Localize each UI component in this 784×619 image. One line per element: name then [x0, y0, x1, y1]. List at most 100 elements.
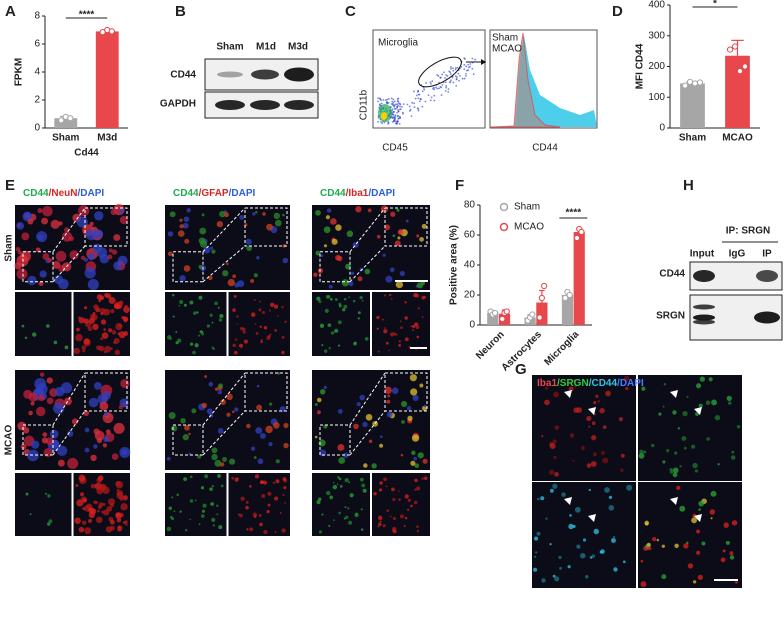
- scatter-dot: [452, 67, 454, 70]
- cell: [275, 479, 280, 484]
- scatter-dot: [394, 103, 397, 106]
- row-label: CD44: [659, 269, 685, 280]
- cell: [411, 434, 420, 442]
- cell: [254, 323, 257, 325]
- cell: [178, 304, 181, 307]
- scatter-dot: [379, 98, 382, 101]
- cell: [417, 452, 424, 459]
- cell: [386, 411, 393, 418]
- cell: [80, 255, 86, 260]
- scatter-dot: [465, 72, 467, 75]
- scatter-dot: [430, 82, 432, 85]
- cell: [367, 208, 372, 213]
- cell: [222, 457, 228, 463]
- cell: [92, 323, 99, 331]
- cell: [200, 514, 205, 518]
- cell: [191, 408, 197, 414]
- cell: [21, 324, 25, 328]
- cell: [227, 278, 235, 287]
- cell: [695, 412, 699, 416]
- cell: [95, 516, 103, 524]
- cell: [198, 334, 201, 337]
- scatter-dot: [457, 72, 460, 75]
- cell: [360, 528, 364, 531]
- cell: [55, 250, 67, 262]
- cell: [361, 300, 364, 302]
- cell: [406, 406, 412, 411]
- cell: [390, 298, 393, 300]
- scatter-dot: [429, 81, 432, 84]
- cell: [569, 433, 575, 438]
- cell: [274, 530, 277, 533]
- cell: [266, 335, 271, 340]
- cell: [196, 311, 199, 314]
- cell: [253, 515, 257, 518]
- scatter-dot: [395, 122, 398, 125]
- cell: [279, 512, 282, 514]
- cell: [269, 333, 272, 336]
- cell: [258, 513, 262, 517]
- scatter-dot: [433, 88, 436, 91]
- cell: [736, 424, 741, 429]
- scatter-dot: [469, 65, 471, 68]
- cell: [228, 458, 236, 465]
- cell: [189, 475, 193, 479]
- cell: [52, 402, 65, 415]
- cell: [179, 510, 182, 513]
- cell: [38, 281, 44, 286]
- cell: [118, 331, 126, 339]
- scatter-dot: [439, 76, 442, 79]
- cell: [692, 462, 698, 469]
- scatter-dot: [411, 101, 414, 104]
- data-point: [562, 294, 569, 302]
- cell: [392, 497, 396, 502]
- data-point: [741, 63, 749, 70]
- scatter-dot: [441, 83, 444, 86]
- cell: [189, 300, 194, 305]
- y-tick-label: 60: [464, 230, 476, 241]
- scatter-dot: [399, 103, 402, 106]
- y-tick-label: 8: [34, 11, 40, 22]
- significance: *: [713, 0, 717, 10]
- cell: [36, 231, 48, 243]
- cell: [88, 317, 95, 324]
- cell: [257, 458, 264, 465]
- cell: [198, 264, 203, 269]
- cell: [67, 457, 79, 470]
- arrowhead: [564, 390, 572, 398]
- cell: [217, 474, 221, 478]
- cell: [416, 335, 420, 339]
- cell: [395, 333, 398, 336]
- y-tick-label: 0: [34, 123, 40, 134]
- cell: [559, 566, 562, 570]
- cell: [597, 399, 601, 403]
- zoom-box: [22, 424, 54, 456]
- data-point: [686, 78, 694, 85]
- zoom-box: [319, 424, 351, 456]
- cell: [243, 339, 248, 344]
- blot-band: [754, 311, 780, 324]
- cell: [572, 459, 575, 462]
- cell: [272, 481, 276, 485]
- scatter-dot: [463, 63, 466, 66]
- cell: [416, 234, 420, 238]
- cell: [89, 221, 94, 226]
- cell: [105, 429, 111, 435]
- cell: [330, 331, 335, 335]
- scatter-dot: [445, 74, 447, 76]
- cell: [722, 549, 726, 553]
- data-point: [731, 43, 739, 50]
- cell: [357, 317, 360, 320]
- cell: [263, 529, 268, 535]
- cell: [274, 496, 279, 501]
- cell: [567, 565, 571, 569]
- cell: [35, 383, 48, 395]
- cell: [183, 216, 190, 222]
- scatter-dot: [450, 67, 452, 70]
- cell: [314, 435, 318, 439]
- cell: [382, 253, 386, 257]
- x-tick-label: M3d: [97, 133, 117, 144]
- scatter-dot: [387, 101, 390, 104]
- scatter-dot: [472, 73, 475, 76]
- cell: [226, 262, 229, 266]
